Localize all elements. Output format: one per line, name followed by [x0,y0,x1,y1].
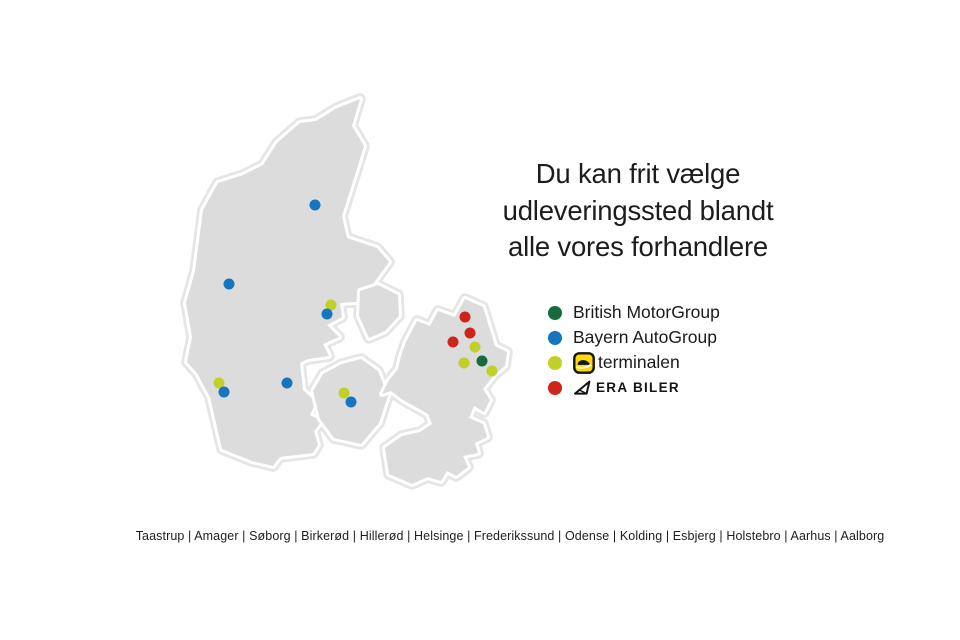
legend-label-bayern-autogroup: Bayern AutoGroup [573,327,717,347]
headline-line-2: udleveringssted blandt [502,194,774,226]
dealer-dot-terminalen [458,357,470,369]
legend-label-terminalen: terminalen [598,352,680,372]
legend-dot-era-biler [548,380,562,395]
dealer-dot-terminalen [338,387,350,399]
legend-label-era-biler: ERA BILER [596,380,680,395]
legend-item-bayern-autogroup: Bayern AutoGroup [548,325,720,350]
dealer-dot-bayern-autogroup [309,199,321,211]
legend-dot-british-motorgroup [548,305,562,320]
dealer-legend: British MotorGroup Bayern AutoGroup term… [548,300,720,400]
city-list: Taastrup | Amager | Søborg | Birkerød | … [135,529,885,543]
dealer-dot-british-motorgroup [476,355,488,367]
dealer-dot-era-biler [464,327,476,339]
dealer-dot-bayern-autogroup [218,386,230,398]
page-title: Du kan frit vælge udleveringssted blandt… [448,156,828,266]
headline-line-3: alle vores forhandlere [507,231,769,262]
dealer-dot-bayern-autogroup [281,377,293,389]
map-region-djursland-hook [356,282,402,341]
dealer-dot-terminalen [325,299,337,311]
era-biler-logo-icon [574,380,591,395]
legend-item-terminalen: terminalen [548,350,720,375]
map-region-jutland [183,96,392,469]
legend-dot-terminalen [548,355,562,370]
headline-line-1: Du kan frit vælge [535,158,741,189]
legend-item-british-motorgroup: British MotorGroup [548,300,720,325]
dealer-dots [213,199,498,408]
dealer-dot-terminalen [213,377,225,389]
dealer-dot-bayern-autogroup [223,278,235,290]
dealer-dot-era-biler [447,336,459,348]
dealer-dot-terminalen [486,365,498,377]
dealer-dot-bayern-autogroup [321,308,333,320]
dealer-dot-terminalen [469,341,481,353]
legend-label-british-motorgroup: British MotorGroup [573,302,720,322]
dealer-dot-era-biler [459,311,471,323]
dealer-dot-bayern-autogroup [345,396,357,408]
legend-item-era-biler: ERA BILER [548,375,720,400]
terminalen-logo-icon [573,351,595,374]
legend-dot-bayern-autogroup [548,330,562,345]
